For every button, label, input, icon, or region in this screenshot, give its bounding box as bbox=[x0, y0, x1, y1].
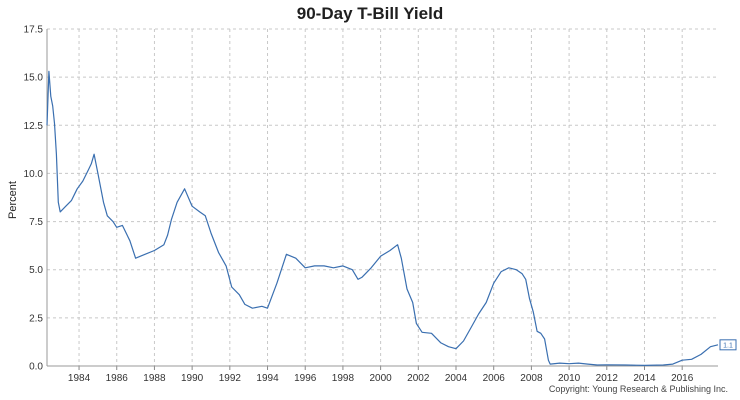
x-tick-label: 1992 bbox=[219, 373, 242, 384]
y-tick-label: 0.0 bbox=[29, 362, 43, 373]
x-tick-label: 1984 bbox=[68, 373, 91, 384]
x-tick-label: 2012 bbox=[596, 373, 619, 384]
x-tick-label: 2000 bbox=[369, 373, 392, 384]
x-tick-label: 2006 bbox=[483, 373, 506, 384]
axes bbox=[46, 29, 718, 370]
chart-title: 90-Day T-Bill Yield bbox=[296, 4, 444, 23]
y-tick-label: 15.0 bbox=[24, 73, 44, 84]
series-layer bbox=[46, 70, 719, 366]
x-tick-label: 2008 bbox=[520, 373, 543, 384]
series-line-0 bbox=[46, 70, 719, 366]
y-tick-label: 12.5 bbox=[24, 121, 44, 132]
end-value-box bbox=[719, 339, 737, 351]
copyright-note: Copyright: Young Research & Publishing I… bbox=[549, 384, 728, 394]
x-tick-label: 2002 bbox=[407, 373, 430, 384]
x-tick-label: 1990 bbox=[181, 373, 204, 384]
x-tick-label: 1994 bbox=[256, 373, 279, 384]
x-tick-label: 2014 bbox=[633, 373, 656, 384]
x-tick-label: 1996 bbox=[294, 373, 317, 384]
x-tick-label: 1986 bbox=[106, 373, 129, 384]
y-axis-label: Percent bbox=[7, 181, 19, 219]
y-tick-label: 5.0 bbox=[29, 265, 43, 276]
end-value-label: 1.1 bbox=[723, 342, 733, 349]
x-tick-label: 2004 bbox=[445, 373, 468, 384]
x-tick-label: 2010 bbox=[558, 373, 581, 384]
y-tick-label: 17.5 bbox=[24, 25, 44, 36]
x-tick-label: 1998 bbox=[332, 373, 355, 384]
grid-lines bbox=[47, 28, 718, 366]
end-marker: 1.1 bbox=[719, 339, 737, 351]
x-tick-label: 2016 bbox=[671, 373, 694, 384]
x-tick-label: 1988 bbox=[143, 373, 166, 384]
y-tick-label: 7.5 bbox=[29, 217, 43, 228]
x-tick-labels: 1984 1986 1988 1990 1992 1994 1996 1998 2000 2002… bbox=[68, 373, 694, 384]
y-tick-label: 10.0 bbox=[24, 169, 44, 180]
y-tick-labels: 0.0 2.5 5.0 7.5 10.0 12.5 15.0 17.5 bbox=[24, 25, 44, 373]
y-tick-label: 2.5 bbox=[29, 313, 43, 324]
